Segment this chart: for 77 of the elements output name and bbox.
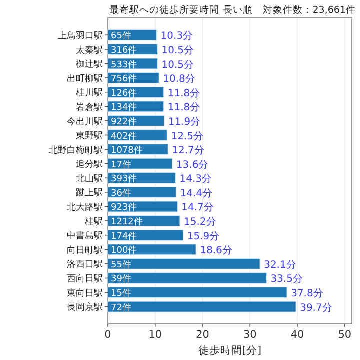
annotation: 36件	[111, 188, 132, 199]
x-axis-title: 徒歩時間[分]	[198, 344, 262, 357]
data-label: 12.5分	[171, 130, 204, 142]
y-tick-label: 西向日駅	[67, 274, 103, 285]
y-tick-label: 今出川駅	[67, 116, 103, 128]
y-tick-label: 向日町駅	[67, 244, 103, 256]
annotation: 402件	[111, 130, 138, 142]
annotation: 134件	[111, 102, 138, 114]
y-tick-label: 長岡京駅	[67, 302, 103, 314]
bar	[108, 301, 296, 312]
chart-title: 最寄駅への徒歩所要時間 長い順 対象件数：23,661件	[110, 4, 356, 16]
x-tick-label: 30	[243, 329, 257, 341]
y-tick-label: 椥辻駅	[76, 59, 103, 70]
y-tick-label: 追分駅	[76, 159, 103, 170]
data-label: 18.6分	[200, 244, 232, 257]
data-label: 15.9分	[187, 230, 220, 242]
bar	[108, 201, 178, 212]
y-tick-label: 太秦駅	[76, 44, 103, 56]
data-label: 32.1分	[264, 258, 296, 271]
y-tick-label: 北大路駅	[67, 202, 103, 214]
annotation: 922件	[111, 116, 138, 128]
annotation: 174件	[111, 230, 138, 242]
data-label: 37.8分	[291, 288, 324, 300]
annotation: 100件	[111, 245, 138, 256]
x-tick-label: 0	[104, 329, 112, 341]
data-label: 10.3分	[160, 30, 194, 42]
y-tick-label: 洛西口駅	[67, 259, 103, 270]
annotation: 72件	[111, 302, 132, 314]
x-tick-label: 50	[338, 329, 352, 341]
annotation: 533件	[111, 59, 138, 70]
y-tick-label: 上鳥羽口駅	[58, 30, 103, 42]
annotation: 393件	[111, 174, 138, 185]
y-tick-label: 蹴上駅	[76, 188, 103, 199]
annotation: 65件	[111, 30, 132, 42]
annotation: 55件	[111, 259, 132, 270]
y-tick-label: 岩倉駅	[76, 102, 103, 113]
annotation: 756件	[111, 74, 138, 85]
y-tick-label: 桂川駅	[75, 88, 103, 99]
data-label: 10.5分	[162, 58, 194, 71]
bar	[108, 272, 268, 284]
annotation: 923件	[111, 202, 138, 214]
annotation: 17件	[111, 159, 132, 170]
data-label: 39.7分	[300, 302, 332, 314]
data-label: 10.5分	[162, 44, 194, 56]
data-label: 15.2分	[184, 216, 216, 228]
data-label: 10.8分	[163, 73, 196, 86]
annotation: 316件	[111, 44, 138, 56]
data-label: 11.8分	[168, 87, 200, 100]
x-tick-label: 40	[290, 329, 304, 341]
data-label: 14.3分	[180, 173, 212, 186]
bar	[108, 158, 173, 170]
data-label: 14.7分	[182, 202, 214, 214]
x-tick-label: 10	[148, 329, 162, 341]
data-label: 12.7分	[172, 144, 204, 157]
bar	[108, 230, 184, 241]
y-tick-label: 東野駅	[76, 130, 103, 142]
y-tick-label: 北野白梅町駅	[49, 144, 103, 156]
annotation: 39件	[111, 274, 132, 285]
x-tick-label: 20	[196, 329, 210, 341]
bar	[108, 286, 288, 298]
data-label: 14.4分	[180, 187, 212, 200]
y-tick-label: 桂駅	[84, 216, 103, 228]
annotation: 1078件	[111, 145, 143, 156]
bar	[108, 244, 196, 256]
bar	[108, 172, 176, 184]
annotation: 15件	[111, 288, 132, 300]
bar	[108, 258, 260, 270]
data-label: 13.6分	[176, 158, 209, 171]
data-label: 11.8分	[168, 102, 200, 114]
data-label: 33.5分	[270, 273, 303, 286]
y-tick-label: 中書島駅	[67, 230, 103, 242]
y-tick-label: 北山駅	[76, 173, 103, 184]
y-tick-label: 出町柳駅	[67, 73, 103, 84]
annotation: 126件	[111, 88, 138, 99]
annotation: 1212件	[111, 216, 143, 228]
y-tick-label: 東向日駅	[67, 288, 103, 299]
data-label: 11.9分	[168, 116, 201, 128]
